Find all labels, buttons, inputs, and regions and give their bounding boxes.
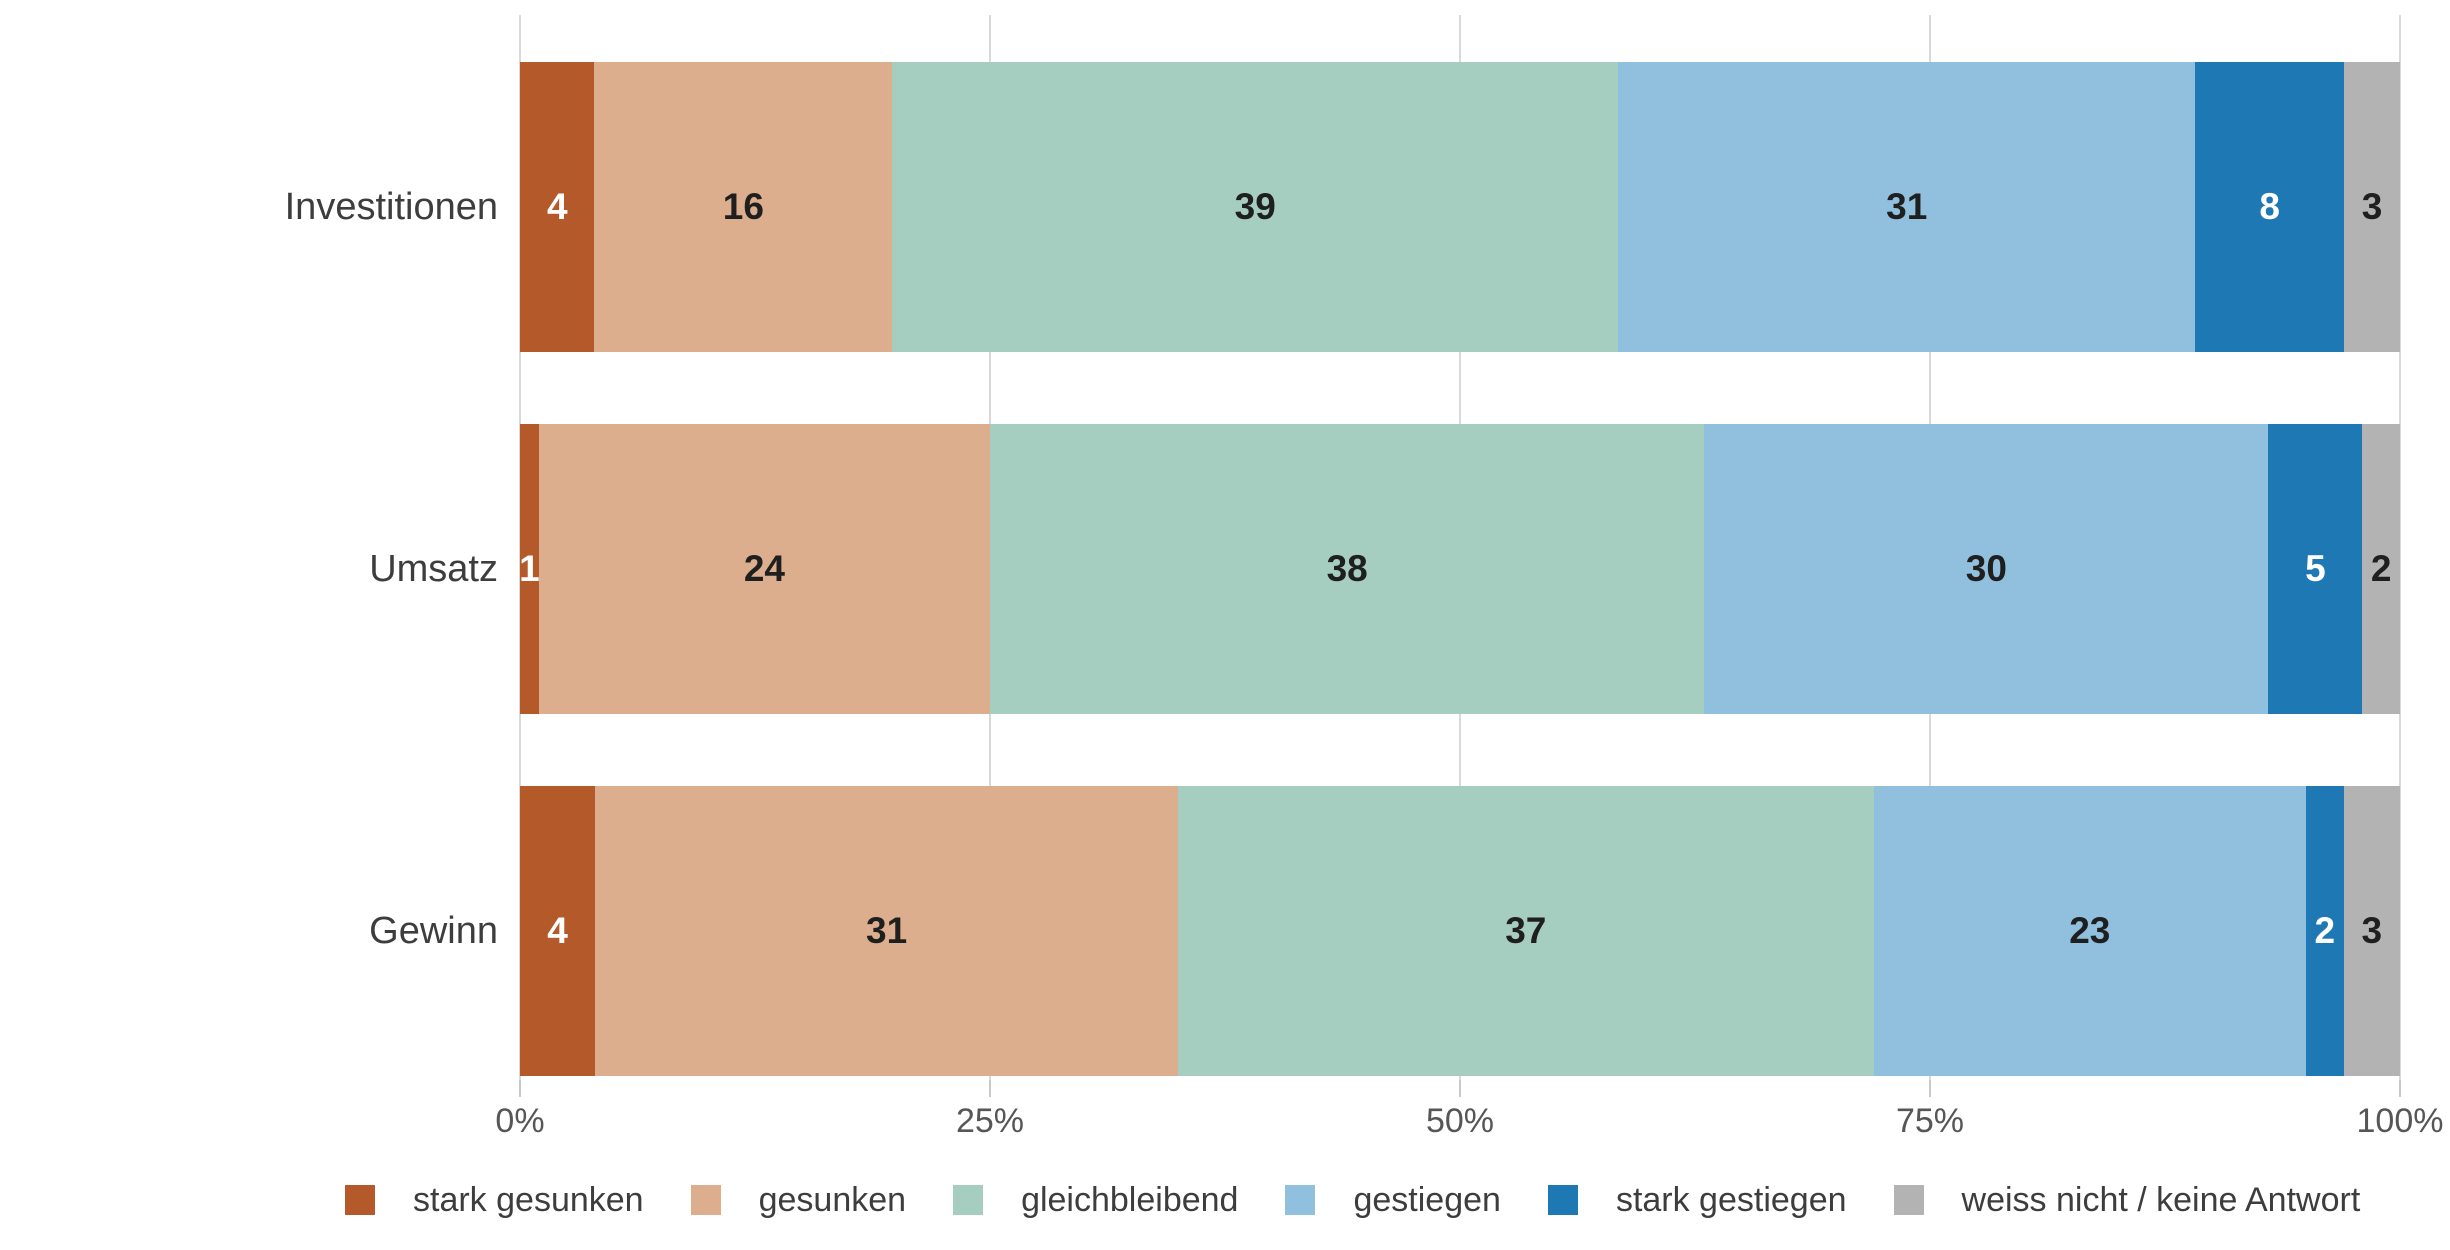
x-axis-tick-label-100: 100% [2356, 1102, 2444, 1140]
legend-item-stark-gesunken[interactable]: stark gesunken [345, 1181, 644, 1220]
bar-segment-investitionen-gesunken[interactable]: 16 [594, 62, 893, 352]
segment-value-label: 37 [1505, 910, 1547, 951]
bar-segment-umsatz-gleichbleibend[interactable]: 38 [989, 424, 1705, 714]
legend: stark gesunken gesunken gleichbleibend gest… [345, 1178, 2360, 1222]
bar-segment-gewinn-gestiegen[interactable]: 23 [1873, 786, 2306, 1076]
legend-swatch-gleichbleibend [953, 1185, 984, 1215]
legend-label-gleichbleibend: gleichbleibend [1021, 1180, 1239, 1219]
segment-value-label: 2 [2370, 548, 2392, 589]
legend-item-stark-gestiegen[interactable]: stark gestiegen [1547, 1180, 1847, 1220]
segment-value-label: 23 [2069, 910, 2111, 951]
segment-value-label: 39 [1234, 186, 1276, 227]
bar-segment-umsatz-gesunken[interactable]: 24 [538, 424, 990, 714]
bar-segment-umsatz-gestiegen[interactable]: 30 [1704, 424, 2269, 714]
segment-value-label: 2 [2314, 910, 2336, 951]
x-axis-tick-label-50: 50% [1425, 1102, 1495, 1140]
bar-segment-investitionen-stark-gestiegen[interactable]: 8 [2195, 62, 2345, 352]
segment-value-label: 38 [1326, 548, 1368, 589]
bar-investitionen: 4 16 39 31 8 3 [520, 62, 2400, 352]
x-axis-tick-50 [1459, 1080, 1461, 1097]
bar-segment-gewinn-stark-gestiegen[interactable]: 2 [2305, 786, 2344, 1076]
legend-swatch-gestiegen [1285, 1185, 1316, 1215]
legend-label-gestiegen: gestiegen [1353, 1180, 1501, 1219]
legend-label-stark-gestiegen: stark gestiegen [1615, 1180, 1847, 1219]
legend-swatch-weiss-nicht-keine-antwort [1893, 1185, 1924, 1215]
legend-swatch-gesunken [690, 1185, 721, 1215]
bar-segment-investitionen-gleichbleibend[interactable]: 39 [892, 62, 1619, 352]
legend-label-weiss-nicht-keine-antwort: weiss nicht / keine Antwort [1961, 1180, 2361, 1219]
segment-value-label: 3 [2361, 910, 2383, 951]
segment-value-label: 24 [743, 548, 785, 589]
legend-swatch-stark-gestiegen [1547, 1185, 1578, 1215]
x-axis-tick-100 [2399, 1080, 2401, 1097]
bar-segment-gewinn-weiss-nicht-keine-antwort[interactable]: 3 [2343, 786, 2400, 1076]
x-axis-tick-0 [519, 1080, 521, 1097]
segment-value-label: 3 [2361, 186, 2383, 227]
legend-label-gesunken: gesunken [758, 1180, 907, 1219]
bar-segment-investitionen-weiss-nicht-keine-antwort[interactable]: 3 [2344, 62, 2400, 352]
category-label-investitionen: Investitionen [284, 185, 498, 228]
bar-umsatz: 1 24 38 30 5 2 [519, 424, 2400, 714]
category-label-umsatz: Umsatz [369, 547, 498, 590]
x-axis-tick-label-75: 75% [1895, 1102, 1965, 1140]
segment-value-label: 1 [519, 548, 540, 589]
legend-item-weiss-nicht-keine-antwort[interactable]: weiss nicht / keine Antwort [1893, 1180, 2361, 1220]
gridline-100 [2399, 15, 2401, 1080]
segment-value-label: 31 [866, 910, 908, 951]
x-axis-tick-75 [1929, 1080, 1931, 1097]
segment-value-label: 5 [2305, 548, 2326, 589]
x-axis-tick-label-0: 0% [495, 1102, 545, 1140]
segment-value-label: 16 [722, 186, 764, 227]
x-axis-tick-label-25: 25% [955, 1102, 1025, 1140]
bar-segment-investitionen-stark-gesunken[interactable]: 4 [520, 62, 595, 352]
bar-segment-umsatz-stark-gesunken[interactable]: 1 [519, 424, 540, 714]
legend-item-gesunken[interactable]: gesunken [690, 1180, 907, 1220]
segment-value-label: 30 [1965, 548, 2007, 589]
bar-segment-umsatz-weiss-nicht-keine-antwort[interactable]: 2 [2362, 424, 2400, 714]
legend-item-gestiegen[interactable]: gestiegen [1285, 1180, 1501, 1220]
bar-segment-investitionen-gestiegen[interactable]: 31 [1618, 62, 2196, 352]
segment-value-label: 31 [1886, 186, 1928, 227]
bar-segment-gewinn-stark-gesunken[interactable]: 4 [520, 786, 596, 1076]
category-label-gewinn: Gewinn [369, 909, 498, 952]
legend-item-gleichbleibend[interactable]: gleichbleibend [953, 1181, 1238, 1220]
legend-label-stark-gesunken: stark gesunken [413, 1180, 644, 1219]
bar-gewinn: 4 31 37 23 2 3 [520, 786, 2400, 1076]
segment-value-label: 4 [546, 186, 568, 227]
segment-value-label: 4 [547, 910, 568, 951]
x-axis-tick-25 [989, 1080, 991, 1097]
bar-segment-gewinn-gleichbleibend[interactable]: 37 [1177, 786, 1874, 1076]
bar-segment-umsatz-stark-gestiegen[interactable]: 5 [2268, 424, 2363, 714]
bar-segment-gewinn-gesunken[interactable]: 31 [595, 786, 1178, 1076]
segment-value-label: 8 [2259, 186, 2280, 227]
legend-swatch-stark-gesunken [345, 1185, 375, 1215]
